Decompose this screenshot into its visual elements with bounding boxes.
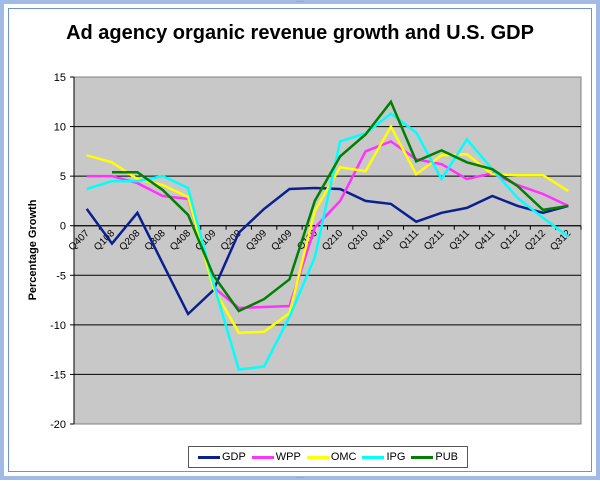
legend-label: PUB	[435, 451, 458, 463]
y-tick-label: -20	[50, 419, 66, 431]
legend-label: WPP	[276, 451, 301, 463]
legend-item-ipg: IPG	[362, 451, 405, 463]
legend-swatch	[362, 456, 384, 459]
y-tick-label: 0	[60, 221, 66, 233]
y-tick-label: -5	[56, 270, 66, 282]
legend-label: IPG	[386, 451, 405, 463]
legend-item-gdp: GDP	[198, 451, 246, 463]
y-tick-label: -10	[50, 320, 66, 332]
y-tick-label: 5	[60, 171, 66, 183]
legend-item-omc: OMC	[307, 451, 357, 463]
y-tick-label: -15	[50, 369, 66, 381]
legend-swatch	[307, 456, 329, 459]
legend-item-wpp: WPP	[252, 451, 301, 463]
legend-swatch	[411, 456, 433, 459]
legend-item-pub: PUB	[411, 451, 458, 463]
chart-legend: GDP WPP OMC IPG PUB	[188, 446, 468, 468]
legend-label: GDP	[222, 451, 246, 463]
legend-swatch	[198, 456, 220, 459]
y-tick-label: 15	[54, 72, 66, 84]
legend-label: OMC	[331, 451, 357, 463]
y-tick-label: 10	[54, 122, 66, 134]
legend-swatch	[252, 456, 274, 459]
